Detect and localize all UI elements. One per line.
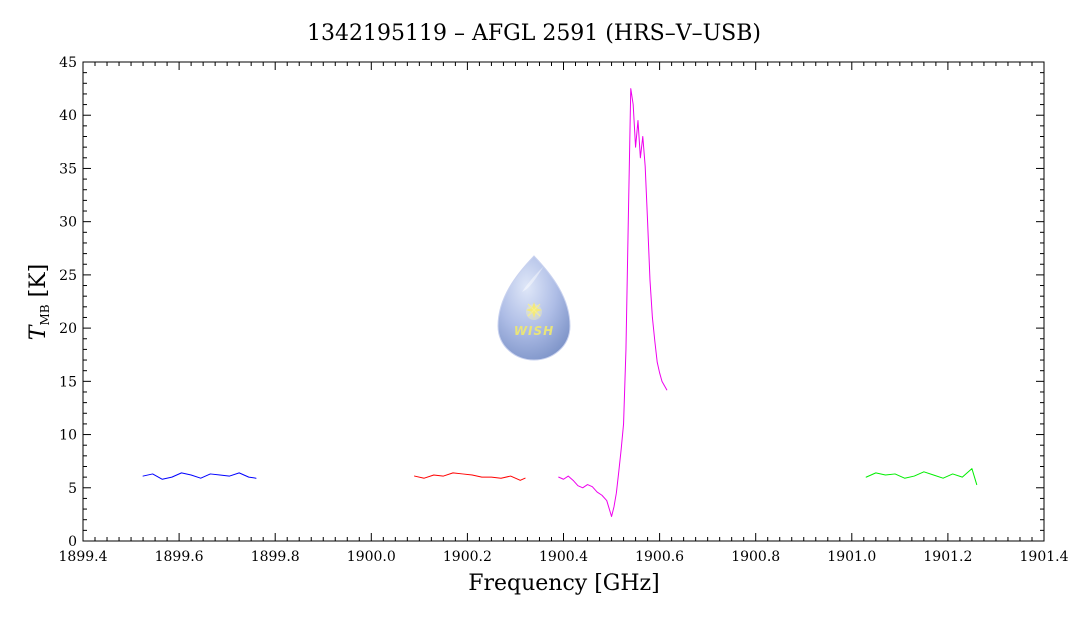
y-ticks: 0 5 10 15 20 25 30 35 40 45 [59,55,1044,550]
y-tick-label: 45 [59,55,77,71]
x-tick-label: 1899.8 [251,549,300,565]
x-axis-label: Frequency [GHz] [468,571,660,596]
x-tick-label: 1901.0 [827,549,876,565]
y-axis-label-subscript: MB [38,304,52,325]
spectrum-series-2 [414,472,526,481]
y-tick-label: 25 [59,268,77,284]
y-axis-label-group: TMB [K] [26,264,52,340]
x-tick-label: 1900.2 [443,549,492,565]
drop-highlight-icon [522,266,544,292]
y-tick-label: 10 [59,428,77,444]
x-tick-label: 1899.6 [155,549,204,565]
spectrum-series-3 [558,88,668,518]
wish-logo-text: WISH [514,324,554,338]
y-tick-label: 20 [59,321,77,337]
x-tick-label: 1900.6 [635,549,684,565]
x-tick-label: 1901.2 [923,549,972,565]
star-rays-icon [527,303,541,317]
y-axis-label-main: T [26,323,51,340]
y-axis-label: TMB [K] [26,264,52,340]
x-tick-label: 1899.4 [59,549,108,565]
x-ticks: 1899.4 1899.6 1899.8 1900.0 1900.2 1900.4 1900… [59,62,1068,565]
x-tick-label: 1900.0 [347,549,396,565]
y-tick-label: 35 [59,161,77,177]
chart-title: 1342195119 – AFGL 2591 (HRS–V–USB) [307,21,761,46]
wish-logo: WISH [497,255,571,361]
x-tick-label: 1900.4 [539,549,588,565]
y-tick-label: 15 [59,374,77,390]
spectrum-series-1 [142,472,257,480]
y-tick-label: 5 [68,481,77,497]
y-tick-label: 40 [59,108,77,124]
y-tick-label: 0 [68,534,77,550]
spectrum-series-4 [865,468,978,486]
y-tick-label: 30 [59,215,77,231]
y-axis-label-units: [K] [26,264,51,305]
x-tick-label: 1900.8 [731,549,780,565]
x-tick-label: 1901.4 [1020,549,1068,565]
series-group [142,88,978,518]
